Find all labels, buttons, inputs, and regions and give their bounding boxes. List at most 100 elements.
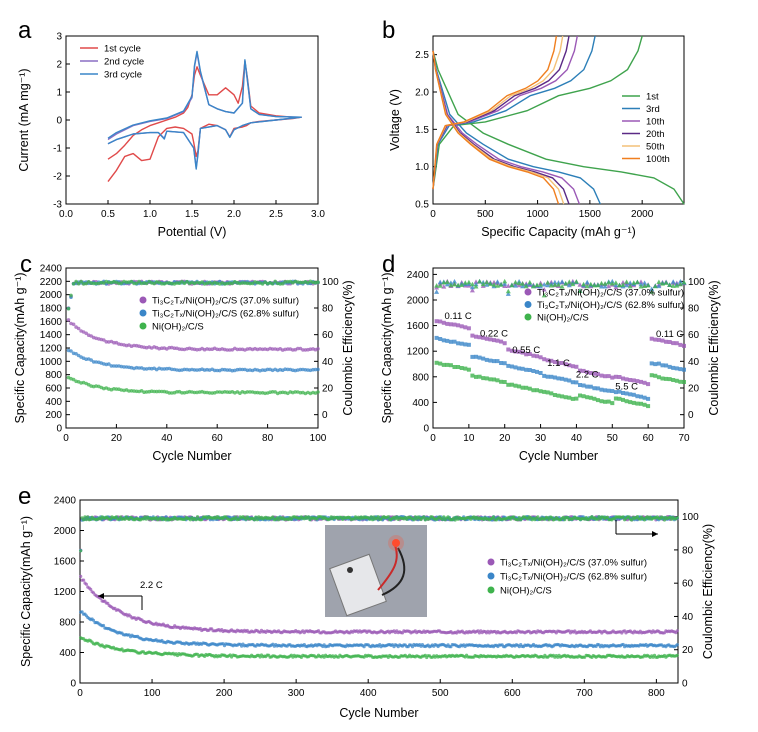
ce-point	[613, 280, 619, 285]
ce-point	[79, 549, 83, 553]
ce-point	[630, 518, 634, 522]
ce-point	[606, 280, 612, 285]
ce-point	[513, 279, 518, 285]
ce-point	[271, 515, 275, 519]
capacity-point	[225, 348, 230, 352]
capacity-point	[664, 339, 669, 344]
ce-point	[509, 282, 515, 288]
ce-point	[453, 518, 457, 522]
capacity-point	[240, 367, 245, 372]
ce-point	[670, 283, 676, 288]
capacity-point	[517, 366, 522, 371]
ce-point	[252, 518, 256, 522]
ce-point	[369, 515, 373, 519]
capacity-point	[639, 379, 643, 384]
ce-point	[448, 282, 454, 288]
x-tick-label: 3.0	[311, 209, 325, 220]
ce-point	[466, 279, 472, 285]
ce-point	[170, 281, 174, 286]
capacity-point	[653, 362, 658, 367]
capacity-point	[649, 373, 654, 378]
y2-axis-label: Coulombic Efficiency(%)	[701, 524, 715, 659]
legend-item-1-label: Ti₃C₂Tₓ/Ni(OH)₂/C/S (37.0% sulfur)	[152, 296, 299, 307]
ce-point	[559, 284, 565, 289]
x-tick-label: 0	[430, 209, 436, 220]
capacity-point	[635, 379, 640, 384]
panel-e: 0 100 200 300 400 500 600 700 800040080012001600…	[18, 483, 715, 720]
ce-point	[620, 282, 626, 287]
ce-point	[660, 281, 665, 286]
capacity-point	[499, 379, 504, 384]
capacity-point	[445, 321, 450, 326]
ce-point	[137, 279, 141, 284]
ce-point	[670, 279, 676, 284]
legend-item-2-label: Ti₃C₂Tₓ/Ni(OH)₂/C/S (62.8% sulfur)	[152, 309, 299, 320]
capacity-point	[520, 385, 525, 390]
capacity-point	[656, 361, 661, 366]
capacity-point	[520, 350, 525, 355]
capacity-point	[574, 396, 579, 401]
ce-point	[541, 292, 547, 298]
panel-a: 0.0 0.5 1.0 1.5 2.0 2.5 3.0 -3 -2 -1 0 1 2 3 1st cycle…	[17, 17, 325, 239]
capacity-point	[527, 352, 532, 356]
ce-point	[667, 282, 673, 287]
ce-point	[595, 282, 601, 288]
ce-point	[487, 281, 493, 286]
y-tick-label: 800	[412, 372, 429, 383]
capacity-point	[170, 367, 174, 372]
capacity-point	[606, 374, 611, 379]
left-arrow-head	[98, 593, 104, 599]
ce-point	[144, 281, 149, 286]
right-arrow-head	[652, 531, 658, 537]
capacity-point	[517, 384, 522, 389]
capacity-point	[682, 343, 686, 348]
ce-point	[662, 518, 667, 522]
capacity-point	[535, 369, 539, 374]
capacity-point	[535, 388, 539, 393]
capacity-point	[567, 395, 572, 400]
capacity-point	[506, 347, 511, 352]
x-tick-label: 400	[360, 688, 377, 699]
capacity-point	[466, 367, 471, 372]
y2-tick-label: 100	[688, 277, 705, 288]
y-tick-label: 1.5	[415, 125, 429, 136]
ce-point	[548, 283, 554, 288]
y-tick-label: 0	[70, 679, 76, 690]
y-tick-label: 2.0	[415, 88, 429, 99]
capacity-point	[610, 401, 615, 406]
ce-point	[588, 281, 594, 287]
ce-point	[663, 280, 669, 285]
capacity-point	[639, 401, 643, 406]
rate-label-7: 0.11 C	[656, 329, 683, 340]
ce-point	[270, 282, 275, 286]
capacity-point	[308, 347, 313, 352]
ce-point	[609, 281, 615, 286]
x-tick-label: 2.5	[269, 209, 283, 220]
capacity-point	[524, 352, 529, 357]
capacity-point	[631, 392, 636, 397]
capacity-point	[599, 373, 604, 378]
capacity-point	[488, 337, 493, 342]
ce-point	[627, 515, 631, 519]
capacity-point	[66, 318, 71, 322]
x-tick-label: 30	[535, 433, 547, 444]
ce-point	[645, 282, 651, 288]
capacity-point	[599, 399, 604, 404]
capacity-point	[617, 375, 622, 379]
x-axis-label: Cycle Number	[152, 449, 231, 463]
ce-point	[677, 279, 683, 284]
capacity-point	[520, 366, 525, 371]
capacity-point	[585, 395, 590, 400]
y-tick-label: 1400	[40, 330, 63, 341]
x-tick-label: 2.0	[227, 209, 241, 220]
ce-point	[656, 279, 662, 284]
legend-item-3-label: Ni(OH)₂/C/S	[500, 586, 552, 597]
ce-point	[273, 279, 278, 284]
photo-black-wire	[381, 547, 406, 596]
capacity-point	[474, 334, 478, 339]
capacity-point	[452, 365, 457, 369]
ce-point	[631, 280, 637, 285]
capacity-point	[170, 391, 174, 395]
y2-tick-label: 80	[688, 304, 700, 315]
capacity-point	[245, 368, 250, 373]
